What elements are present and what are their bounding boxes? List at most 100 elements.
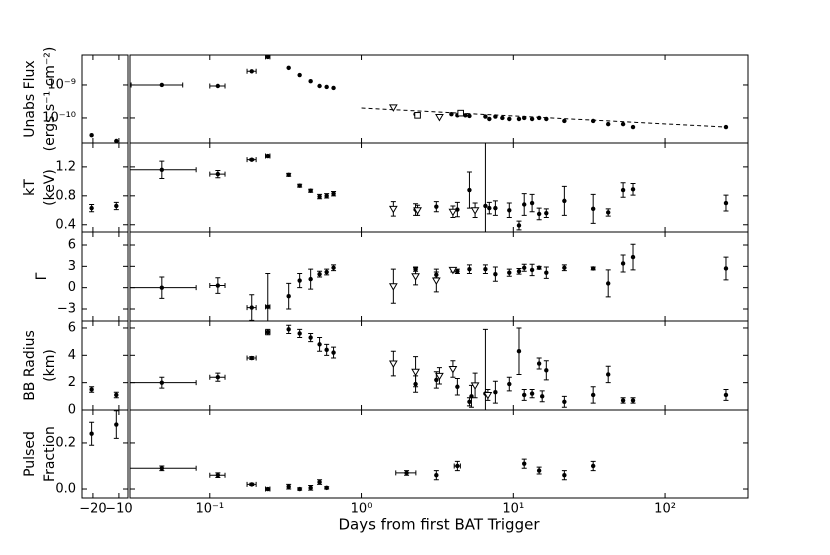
data-point (265, 55, 270, 60)
series (388, 104, 444, 122)
data-point (317, 342, 322, 347)
data-point (522, 115, 527, 121)
x-tick-label: 10¹ (502, 502, 524, 517)
data-point (434, 377, 439, 383)
data-point (507, 381, 512, 387)
data-point (605, 121, 611, 127)
y-tick-label: 0.4 (55, 217, 76, 232)
data-point (493, 271, 498, 277)
data-point (317, 83, 322, 89)
data-point (215, 472, 221, 478)
series (89, 132, 119, 143)
data-point (522, 461, 527, 466)
panel-frame (129, 409, 749, 499)
data-point (308, 188, 313, 193)
data-point (529, 116, 535, 122)
trend-group (361, 107, 726, 128)
data-point (590, 463, 596, 469)
data-point (507, 270, 512, 275)
y-axis-label: (ergs s⁻¹ cm⁻²) (42, 47, 58, 152)
data-point (435, 113, 444, 122)
data-point (297, 331, 302, 336)
data-point (297, 72, 302, 78)
data-point (265, 329, 270, 335)
x-error-bar (130, 380, 197, 386)
data-point (605, 210, 611, 215)
data-point (544, 270, 549, 275)
data-point (388, 104, 398, 112)
data-point (413, 207, 422, 215)
data-point (620, 187, 626, 193)
data-point (562, 265, 567, 270)
y-tick-label: 3 (68, 259, 76, 274)
data-point (265, 304, 270, 310)
data-point (500, 115, 505, 121)
y-axis-label: (km) (42, 349, 58, 382)
data-point (331, 85, 336, 91)
data-point (463, 113, 468, 118)
data-point (605, 372, 611, 377)
x-tick-label: 10⁻¹ (195, 502, 224, 517)
data-point (630, 124, 636, 130)
data-point (483, 391, 493, 400)
data-point (159, 466, 165, 471)
trend-line (361, 107, 726, 128)
data-point (249, 305, 254, 310)
data-point (544, 368, 549, 373)
series (89, 410, 119, 446)
data-point (516, 116, 522, 122)
y-tick-label: 10⁻⁹ (47, 77, 76, 92)
data-point (114, 392, 119, 398)
data-point (317, 479, 322, 485)
data-point (487, 205, 492, 211)
inset-frame (81, 231, 129, 322)
data-point (467, 266, 472, 272)
inset-frame (81, 409, 129, 499)
data-point (414, 112, 421, 119)
data-point (434, 472, 439, 478)
data-point (297, 486, 302, 492)
panel-frame (129, 231, 749, 322)
data-point (467, 113, 472, 119)
data-point (89, 431, 94, 436)
y-tick-label: 4 (68, 348, 76, 363)
panel-frame (129, 320, 749, 411)
data-point (249, 482, 254, 487)
x-tick-label: 10⁰ (351, 502, 373, 517)
data-point (455, 269, 460, 274)
data-point (620, 261, 626, 266)
series (414, 109, 464, 119)
data-point (308, 276, 313, 282)
data-point (483, 114, 488, 119)
series (130, 243, 729, 321)
data-point (723, 200, 729, 206)
data-point (449, 111, 454, 117)
data-point (324, 347, 329, 353)
x-error-bar (130, 285, 197, 291)
data-point (522, 392, 527, 398)
data-point (249, 355, 254, 361)
data-point (434, 204, 439, 209)
data-point (483, 266, 488, 272)
data-point (159, 167, 165, 172)
y-axis-label: BB Radius (22, 330, 38, 401)
data-point (467, 399, 472, 404)
data-point (448, 266, 458, 275)
y-axis-label: (keV) (42, 169, 58, 206)
data-point (324, 193, 329, 199)
data-point (249, 69, 254, 74)
y-tick-label: 0.8 (55, 188, 76, 203)
data-point (324, 485, 329, 491)
data-point (215, 374, 221, 380)
data-point (536, 211, 542, 217)
data-point (388, 360, 398, 369)
data-point (536, 468, 542, 473)
data-point (249, 157, 254, 162)
data-point (516, 269, 522, 274)
data-point (388, 283, 398, 291)
y-axis-label: Pulsed (22, 431, 38, 477)
y-tick-label: 0.0 (55, 482, 76, 497)
data-point (159, 380, 165, 385)
data-point (590, 266, 596, 271)
data-point (590, 206, 596, 212)
